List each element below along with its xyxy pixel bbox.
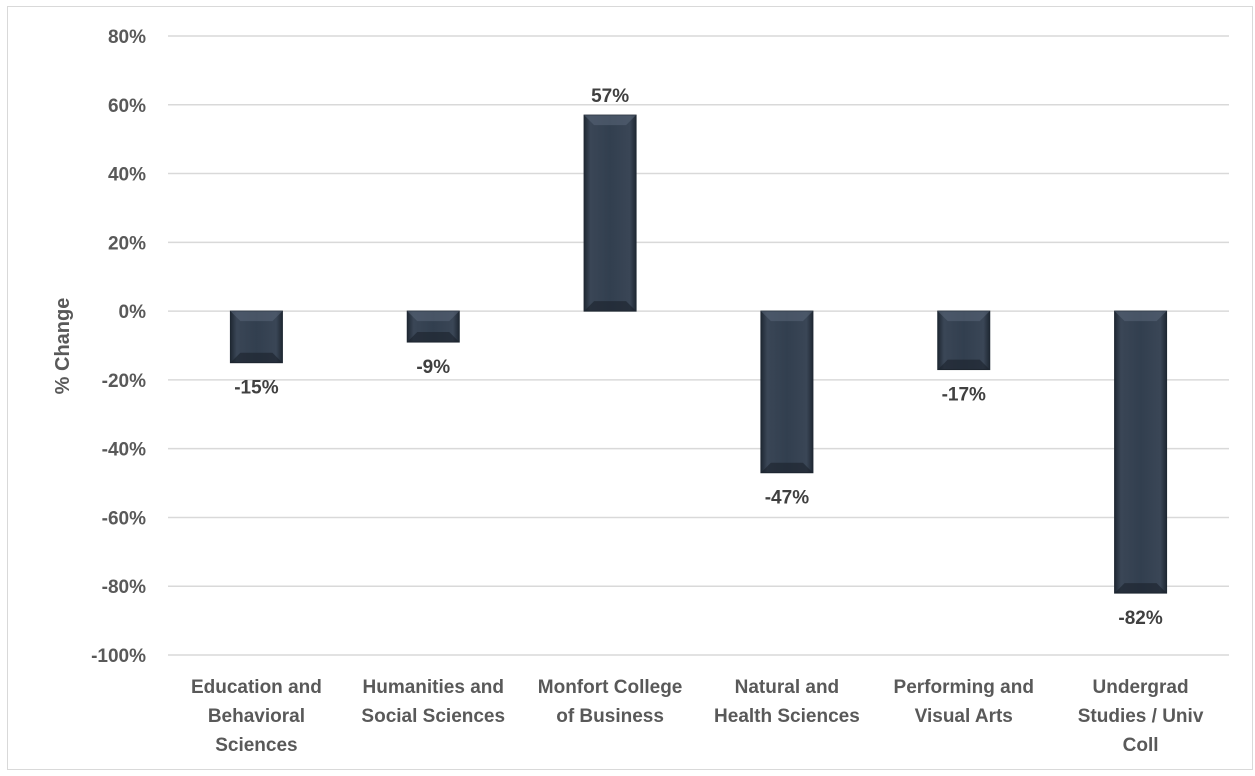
data-label: -15%: [234, 378, 278, 399]
y-tick-label: -40%: [102, 440, 146, 461]
y-tick-label: 60%: [108, 96, 146, 117]
bar-bevel-top: [937, 311, 990, 322]
data-label: -17%: [942, 385, 986, 406]
bar-bevel-bottom: [937, 359, 990, 370]
bar-bevel-bottom: [584, 301, 637, 312]
data-label: -9%: [416, 357, 450, 378]
data-label: 57%: [591, 86, 629, 107]
bar: [229, 310, 283, 364]
y-axis-title: % Change: [52, 298, 74, 395]
bar: [760, 310, 814, 474]
x-category-label: Undergrad Studies / Univ Coll: [1078, 677, 1204, 756]
bar-chart: 80% 60% 40% 20% 0% -20% -40% -60% -80% -100% -15%…: [52, 27, 1229, 756]
gridlines: [168, 35, 1229, 656]
y-tick-label: 40%: [108, 165, 146, 186]
bar-body: [1114, 310, 1168, 594]
data-label: -82%: [1118, 608, 1162, 629]
data-label: -47%: [765, 488, 809, 509]
y-tick-label: 20%: [108, 233, 146, 254]
bar-bevel-top: [1114, 311, 1167, 322]
y-tick-label: 0%: [119, 302, 147, 323]
x-category-label: Humanities and Social Sciences: [361, 677, 505, 727]
bar: [406, 310, 460, 343]
bar-body: [583, 114, 637, 312]
bars: [229, 114, 1168, 594]
bar-bevel-bottom: [407, 332, 460, 343]
y-axis-tick-labels: 80% 60% 40% 20% 0% -20% -40% -60% -80% -100%: [91, 27, 146, 667]
bar-bevel-bottom: [760, 462, 813, 473]
x-category-label: Education and Behavioral Sciences: [191, 677, 322, 756]
y-tick-label: -20%: [102, 371, 146, 392]
bar: [937, 310, 991, 371]
bar-bevel-top: [760, 311, 813, 322]
y-tick-label: -80%: [102, 577, 146, 598]
x-category-label: Performing and Visual Arts: [894, 677, 1034, 727]
y-tick-label: 80%: [108, 27, 146, 48]
x-axis-category-labels: Education and Behavioral Sciences Humanitie…: [191, 677, 1204, 756]
bar-bevel-bottom: [1114, 583, 1167, 594]
x-category-label: Monfort College of Business: [538, 677, 683, 727]
bar-bevel-top: [407, 311, 460, 322]
x-category-label: Natural and Health Sciences: [714, 677, 860, 727]
data-labels: -15% -9% 57% -47% -17% -82%: [234, 86, 1163, 629]
y-tick-label: -100%: [91, 646, 146, 667]
bar-bevel-top: [584, 115, 637, 126]
bar-bevel-top: [230, 311, 283, 322]
bar-body: [760, 310, 814, 474]
bar: [1114, 310, 1168, 594]
y-tick-label: -60%: [102, 508, 146, 529]
chart-frame: 80% 60% 40% 20% 0% -20% -40% -60% -80% -100% -15%…: [7, 6, 1253, 770]
bar-bevel-bottom: [230, 352, 283, 363]
bar: [583, 114, 637, 312]
